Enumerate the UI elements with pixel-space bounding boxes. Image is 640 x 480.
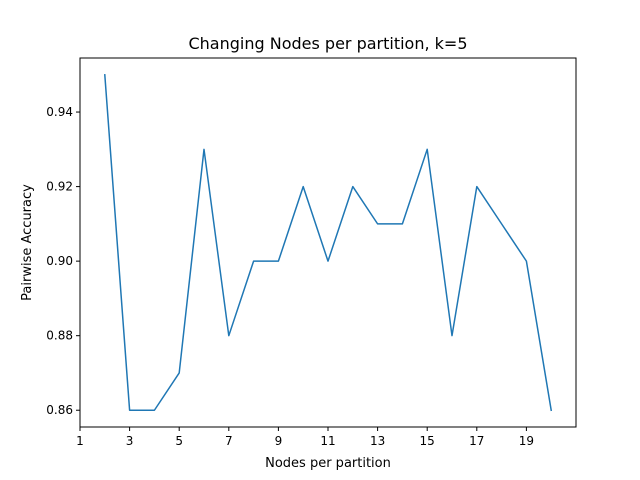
x-tick-label: 17 [469,434,484,448]
y-tick-label: 0.94 [46,105,73,119]
series-layer [103,73,553,412]
x-tick-label: 9 [275,434,283,448]
y-tick-label: 0.88 [46,329,73,343]
x-tick-label: 7 [225,434,233,448]
x-tick-label: 13 [370,434,385,448]
plot-area [79,57,577,428]
x-tick-label: 15 [420,434,435,448]
y-tick-label: 0.86 [46,403,73,417]
series-line-0 [103,73,553,412]
x-tick-label: 3 [126,434,134,448]
x-tick-label: 1 [76,434,84,448]
y-tick-label: 0.92 [46,180,73,194]
x-tick-label: 11 [320,434,335,448]
y-tick-label: 0.90 [46,254,73,268]
plot-frame [79,57,577,428]
x-axis: 1 3 5 7 9 11 13 15 17 19 [76,427,534,448]
x-tick-label: 5 [175,434,183,448]
y-axis: 0.86 0.88 0.90 0.92 0.94 [46,105,80,417]
x-tick-label: 19 [519,434,534,448]
chart-title: Changing Nodes per partition, k=5 [188,34,467,53]
x-axis-label: Nodes per partition [265,456,391,471]
y-axis-label: Pairwise Accuracy [20,184,35,301]
